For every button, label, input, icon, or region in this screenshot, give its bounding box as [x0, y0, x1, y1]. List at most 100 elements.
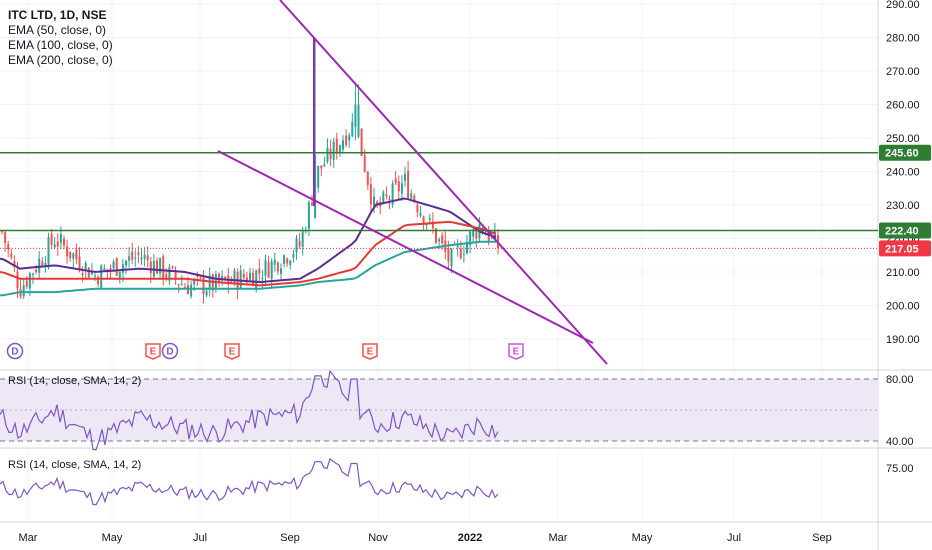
price-tick-label: 210.00 [886, 267, 920, 279]
earnings-marker[interactable]: E [508, 343, 524, 360]
earnings-marker[interactable]: E [362, 343, 378, 360]
candle-body [180, 284, 183, 286]
candle-body [190, 284, 193, 297]
candle-body [221, 275, 224, 281]
candle-body [239, 270, 242, 289]
candle-body [242, 273, 245, 278]
candle-body [94, 275, 96, 277]
candle-body [447, 248, 450, 262]
candle-body [323, 164, 326, 167]
rsi-line-upper [0, 369, 499, 451]
candle-body [357, 104, 360, 137]
earnings-marker[interactable]: E [145, 343, 161, 360]
candle-body [44, 262, 47, 267]
candle-body [75, 249, 78, 260]
event-label: D [11, 347, 18, 358]
candle-body [307, 202, 310, 229]
ema-line-2 [0, 220, 497, 287]
level-price-tag-label: 222.40 [885, 225, 919, 237]
candle-body [174, 270, 177, 280]
rsi-lines [0, 369, 499, 506]
price-tick-label: 240.00 [886, 167, 920, 179]
candle-body [459, 248, 462, 259]
candle-body [400, 183, 403, 194]
time-tick-label: Mar [19, 532, 38, 544]
candle-body [131, 251, 134, 260]
rsi-tick-label: 40.00 [886, 436, 914, 448]
candle-body [267, 262, 270, 278]
price-tick-label: 290.00 [886, 0, 920, 11]
candle-body [456, 245, 459, 248]
rsi-pane-label: RSI (14, close, SMA, 14, 2) [8, 375, 141, 387]
candle-body [338, 145, 341, 153]
price-tick-label: 250.00 [886, 133, 920, 145]
dividend-marker[interactable]: D [6, 342, 24, 360]
legend-ema200[interactable]: EMA (200, close, 0) [8, 53, 113, 67]
candle-body [348, 135, 351, 141]
earnings-badge [362, 343, 378, 360]
legend-symbol[interactable]: ITC LTD, 1D, NSE [8, 8, 107, 22]
candle-body [342, 140, 344, 150]
candle-body [376, 201, 379, 205]
trendline-support [217, 150, 594, 344]
candle-body [264, 260, 267, 276]
candle-body [413, 195, 416, 202]
candle-body [404, 173, 406, 181]
candle-body [4, 231, 7, 243]
price-axis[interactable]: 190.00200.00210.00220.00230.00240.00250.… [879, 0, 931, 475]
candle-body [345, 135, 348, 145]
candle-body [419, 212, 422, 216]
candle-body [171, 266, 174, 268]
candle-body [397, 181, 400, 192]
candle-body [391, 183, 394, 205]
event-label: E [513, 347, 520, 358]
candle-body [416, 204, 419, 212]
candle-body [289, 260, 292, 266]
candle-body [233, 270, 236, 284]
candle-body [146, 255, 149, 261]
legend-ema100[interactable]: EMA (100, close, 0) [8, 38, 113, 52]
candle-body [224, 276, 227, 280]
candle-body [258, 268, 261, 274]
dividend-circle [6, 342, 24, 360]
candle-body [475, 231, 478, 239]
candle-body [112, 261, 115, 269]
candle-body [422, 216, 425, 225]
candle-body [329, 148, 332, 160]
trendlines[interactable] [217, 0, 608, 365]
candle-body [428, 217, 431, 220]
candle-body [59, 233, 62, 243]
candle-body [292, 254, 295, 258]
candle-body [143, 254, 146, 259]
ema-line-1 [0, 197, 497, 284]
candle-body [100, 265, 103, 288]
candle-body [462, 253, 465, 255]
candle-body [270, 261, 273, 279]
candle-body [81, 273, 84, 276]
legend-ema50[interactable]: EMA (50, close, 0) [8, 23, 107, 37]
ema-lines [0, 197, 497, 297]
earnings-marker[interactable]: E [224, 343, 240, 360]
rsi-band [0, 378, 878, 442]
candle-body [1, 231, 3, 233]
candle-body [317, 165, 320, 188]
candle-body [493, 231, 496, 240]
time-axis[interactable]: Mar May Jul Sep Nov 2022 Mar May Jul Sep [19, 532, 832, 544]
candle-body [118, 271, 121, 278]
candle-body [320, 165, 323, 169]
horizontal-levels[interactable] [0, 151, 878, 249]
candle-body [295, 238, 298, 253]
candle-body [47, 237, 50, 265]
candle-body [109, 267, 112, 270]
candle-body [314, 154, 317, 219]
candle-body [41, 261, 44, 266]
candle-body [50, 233, 53, 245]
candle-body [28, 273, 31, 289]
candle-body [63, 238, 65, 246]
candle-body [255, 270, 258, 290]
candle-body [38, 258, 41, 273]
candle-body [273, 259, 276, 265]
dividend-marker[interactable]: D [161, 342, 179, 360]
